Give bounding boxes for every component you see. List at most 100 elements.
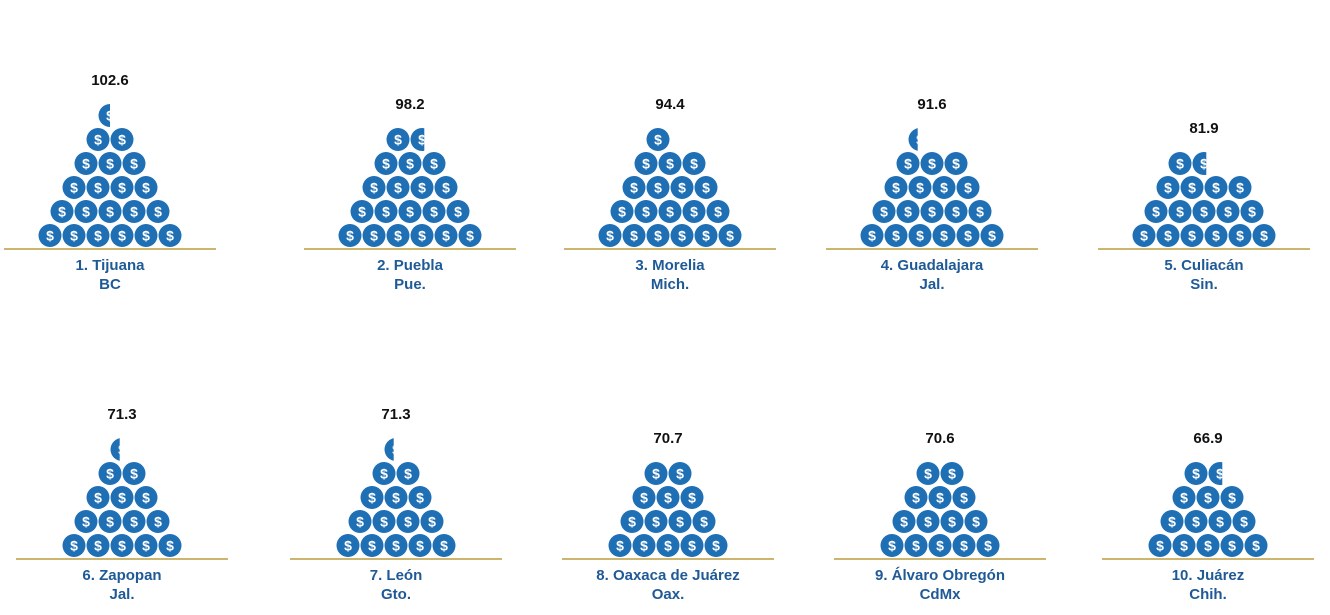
svg-text:$: $ (936, 490, 944, 506)
dollar-coin-icon: $ (386, 128, 410, 151)
svg-text:$: $ (1164, 228, 1172, 244)
chart-row-top: 102.6 $ $ $ $ $ $ $ $ $ $ $ $ $ $ $ $ $ $ $ $ $ 1. Tijuana B… (4, 0, 1310, 310)
svg-text:$: $ (1216, 466, 1224, 482)
dollar-coin-icon: $ (892, 510, 916, 533)
dollar-coin-icon: $ (632, 534, 656, 557)
dollar-coin-icon: $ (622, 224, 646, 247)
city-panel: 81.9 $ $ $ $ $ $ $ $ $ $ $ $ $ $ $ $ $ 5. Culiacán Sin. (1098, 0, 1310, 310)
svg-text:$: $ (142, 228, 150, 244)
city-panel: 70.6 $ $ $ $ $ $ $ $ $ $ $ $ $ $ 9. Álvaro Obregón Cd… (834, 318, 1046, 615)
dollar-coin-icon: $ (692, 510, 716, 533)
city-label: 6. Zapopan Jal. (16, 566, 228, 604)
svg-text:$: $ (368, 490, 376, 506)
svg-text:$: $ (666, 204, 674, 220)
dollar-coin-icon: $ (74, 200, 98, 223)
svg-text:$: $ (70, 180, 78, 196)
value-label: 66.9 (1193, 430, 1223, 447)
baseline (564, 248, 776, 250)
svg-text:$: $ (466, 228, 474, 244)
city-panel: 98.2 $ $ $ $ $ $ $ $ $ $ $ $ $ $ $ $ $ $ $ $ 2. Puebla Pue. (304, 0, 516, 310)
dollar-coin-icon: $ (860, 224, 884, 247)
svg-text:$: $ (928, 204, 936, 220)
svg-text:$: $ (1164, 180, 1172, 196)
coin-stack: $ $ $ $ $$ $ $ $$ $ $$ $$ (336, 438, 456, 557)
dollar-coin-icon: $ (86, 128, 110, 151)
dollar-coin-icon: $ (420, 510, 444, 533)
dollar-coin-icon: $ (336, 534, 360, 557)
dollar-coin-icon: $ (932, 224, 956, 247)
svg-text:$: $ (370, 228, 378, 244)
dollar-coin-icon: $ (880, 534, 904, 557)
svg-text:$: $ (418, 180, 426, 196)
svg-text:$: $ (382, 156, 390, 172)
svg-text:$: $ (1192, 466, 1200, 482)
dollar-coin-icon: $ (968, 200, 992, 223)
dollar-coin-icon: $ (110, 438, 126, 461)
dollar-coin-icon: $ (622, 176, 646, 199)
svg-text:$: $ (1188, 180, 1196, 196)
baseline (290, 558, 502, 560)
value-label: 91.6 (917, 96, 947, 113)
dollar-coin-icon: $ (110, 176, 134, 199)
svg-text:$: $ (940, 180, 948, 196)
svg-text:$: $ (118, 442, 126, 458)
svg-text:$: $ (654, 132, 662, 148)
dollar-coin-icon: $ (1156, 176, 1180, 199)
svg-text:$: $ (916, 132, 924, 148)
dollar-coin-icon: $ (682, 152, 706, 175)
svg-text:$: $ (418, 132, 426, 148)
svg-text:$: $ (344, 538, 352, 554)
city-panel: 66.9 $ $ $ $ $ $ $ $ $ $ $ $ $ $ 10. Juárez Chih. (1102, 318, 1314, 615)
dollar-coin-icon: $ (98, 510, 122, 533)
svg-text:$: $ (404, 514, 412, 530)
coin-stack: $ $ $ $ $ $$ $ $ $ $$ $ $ $$ $ $$ $$ (38, 104, 182, 247)
svg-text:$: $ (616, 538, 624, 554)
svg-text:$: $ (964, 180, 972, 196)
svg-text:$: $ (880, 204, 888, 220)
dollar-coin-icon: $ (632, 486, 656, 509)
svg-text:$: $ (430, 204, 438, 220)
value-label: 71.3 (381, 406, 411, 423)
svg-text:$: $ (46, 228, 54, 244)
dollar-coin-icon: $ (62, 224, 86, 247)
svg-text:$: $ (900, 514, 908, 530)
dollar-coin-icon: $ (656, 534, 680, 557)
svg-text:$: $ (394, 228, 402, 244)
dollar-coin-icon: $ (86, 224, 110, 247)
svg-text:$: $ (118, 132, 126, 148)
dollar-coin-icon: $ (122, 152, 146, 175)
svg-text:$: $ (960, 538, 968, 554)
dollar-coin-icon: $ (50, 200, 74, 223)
dollar-coin-icon: $ (62, 176, 86, 199)
dollar-coin-icon: $ (644, 462, 668, 485)
svg-text:$: $ (106, 514, 114, 530)
dollar-coin-icon: $ (952, 486, 976, 509)
svg-text:$: $ (1240, 514, 1248, 530)
dollar-coin-icon: $ (384, 438, 394, 461)
coin-stack: $ $ $ $ $$ $ $ $$ $ $$ $ (880, 462, 1000, 557)
dollar-coin-icon: $ (1132, 224, 1156, 247)
dollar-coin-icon: $ (98, 200, 122, 223)
dollar-coin-icon: $ (410, 176, 434, 199)
dollar-coin-icon: $ (146, 200, 170, 223)
svg-text:$: $ (406, 204, 414, 220)
dollar-coin-icon: $ (350, 200, 374, 223)
dollar-coin-icon: $ (634, 200, 658, 223)
dollar-coin-icon: $ (656, 486, 680, 509)
svg-text:$: $ (154, 514, 162, 530)
dollar-coin-icon: $ (98, 462, 122, 485)
dollar-coin-icon: $ (374, 200, 398, 223)
svg-text:$: $ (382, 204, 390, 220)
svg-text:$: $ (380, 514, 388, 530)
svg-text:$: $ (642, 156, 650, 172)
svg-text:$: $ (404, 466, 412, 482)
dollar-coin-icon: $ (644, 510, 668, 533)
dollar-coin-icon: $ (434, 176, 458, 199)
dollar-coin-icon: $ (608, 534, 632, 557)
svg-text:$: $ (58, 204, 66, 220)
dollar-coin-icon: $ (458, 224, 482, 247)
svg-text:$: $ (924, 514, 932, 530)
coin-stack: $ $ $ $ $ $$ $ $ $ $$ $ $ $$ $ (1132, 152, 1276, 247)
city-label: 3. Morelia Mich. (564, 256, 776, 294)
city-panel: 102.6 $ $ $ $ $ $ $ $ $ $ $ $ $ $ $ $ $ $ $ $ $ 1. Tijuana B… (4, 0, 216, 310)
